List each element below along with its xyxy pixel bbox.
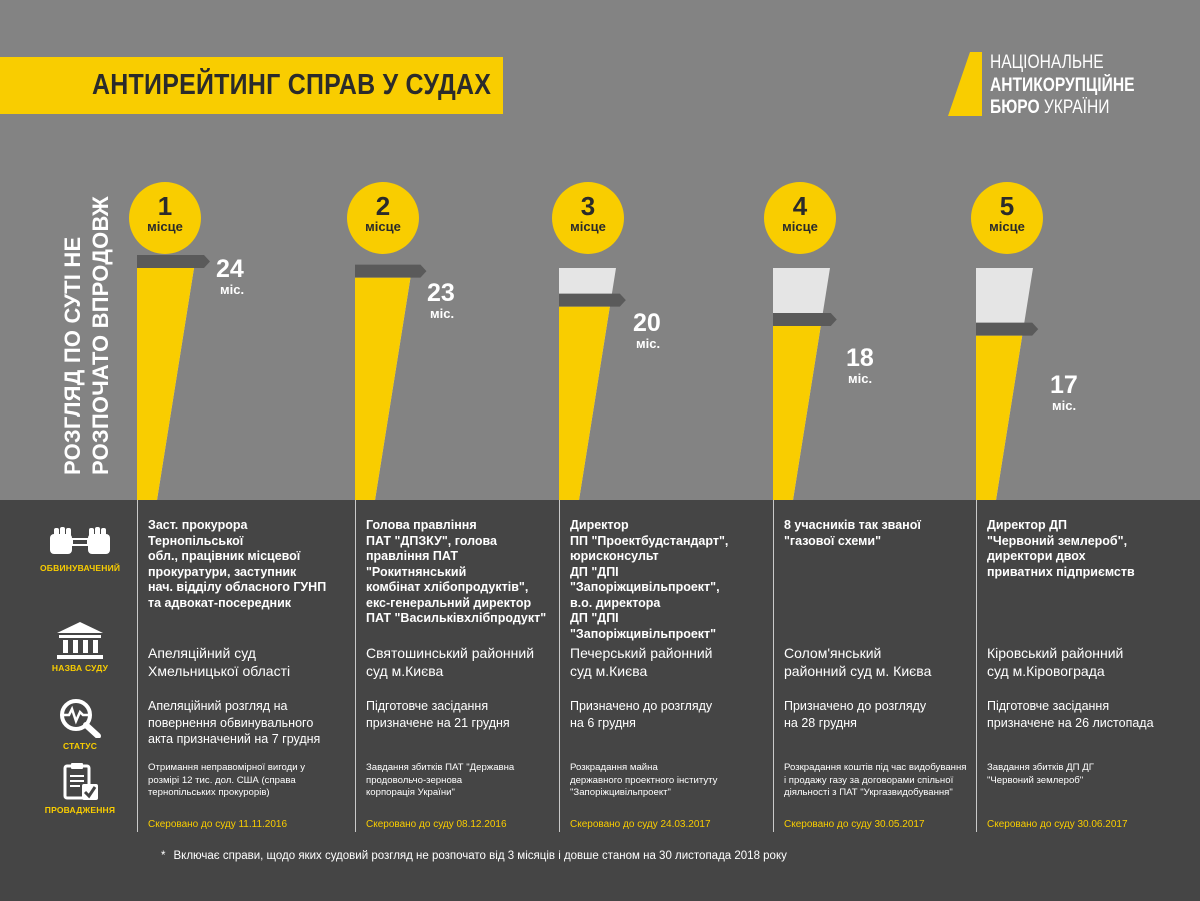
legend-status: СТАТУС [40, 698, 120, 751]
place-word: місце [147, 219, 183, 234]
data-label-2: 23 [427, 279, 455, 307]
sent-to-court-date: Скеровано до суду 08.12.2016 [366, 819, 507, 830]
logo-line-1: НАЦІОНАЛЬНЕ [990, 52, 1104, 73]
logo-line-3-bold: БЮРО [990, 97, 1040, 118]
footnote-text: Включає справи, щодо яких судовий розгля… [173, 850, 787, 862]
case-column-1: Заст. прокурора Тернопільської обл., пра… [137, 500, 326, 832]
legend-court-label: НАЗВА СУДУ [51, 663, 109, 673]
place-badge-5: 5 місце [971, 182, 1043, 254]
details-area [0, 500, 1200, 901]
court-name: Печерський районний суд м.Києва [570, 645, 713, 679]
logo-line-3-rest: УКРАЇНИ [1043, 97, 1110, 118]
title-banner: АНТИРЕЙТИНГ СПРАВ У СУДАХ [0, 57, 503, 114]
data-label-5: 17 [1050, 371, 1078, 399]
case-description: Розкрадання майна державного проектного … [570, 762, 718, 798]
data-label-3: 20 [633, 309, 661, 337]
unit-label-3: міс. [636, 336, 661, 351]
value-marker-3 [559, 293, 626, 307]
value-marker-5 [976, 322, 1039, 336]
unit-label-1: міс. [220, 282, 245, 297]
accused-text: 8 учасників так званої "газової схеми" [784, 518, 921, 548]
bar-5 [976, 335, 1023, 500]
legend-status-label: СТАТУС [62, 741, 98, 751]
court-name: Кіровський районний суд м.Кіровограда [987, 645, 1124, 679]
clipboard-check-icon [63, 763, 98, 800]
bar-3 [559, 306, 610, 500]
case-description: Розкрадання коштів під час видобування і… [784, 762, 967, 798]
page-title: АНТИРЕЙТИНГ СПРАВ У СУДАХ [92, 69, 492, 101]
place-number: 4 [792, 191, 808, 221]
place-badge-1: 1 місце [129, 182, 201, 254]
court-name: Солом'янський районний суд м. Києва [784, 645, 932, 679]
sent-to-court-date: Скеровано до суду 30.05.2017 [784, 819, 925, 830]
court-name: Святошинський районний суд м.Києва [366, 645, 535, 679]
case-column-5: Директор ДП "Червоний землероб", директо… [976, 500, 1154, 832]
bar-1 [137, 268, 194, 500]
logo-line-2: АНТИКОРУПЦІЙНЕ [990, 75, 1135, 96]
case-description: Завдання збитків ДП ДГ "Червоний землеро… [987, 762, 1094, 786]
status-text: Призначено до розгляду на 28 грудня [784, 699, 927, 730]
place-number: 1 [157, 191, 173, 221]
place-number: 5 [999, 191, 1015, 221]
status-text: Призначено до розгляду на 6 грудня [570, 699, 713, 730]
legend-accused: ОБВИНУВАЧЕНИЙ [40, 520, 120, 573]
footnote: * Включає справи, щодо яких судовий розгл… [161, 850, 787, 862]
place-word: місце [989, 219, 1025, 234]
data-label-1: 24 [216, 255, 244, 283]
accused-text: Заст. прокурора Тернопільської обл., пра… [148, 518, 327, 610]
magnifier-pulse-icon [60, 699, 101, 738]
court-name: Апеляційний суд Хмельницької області [148, 645, 291, 679]
case-column-4: 8 учасників так званої "газової схеми" С… [773, 500, 966, 832]
legend-court: НАЗВА СУДУ [40, 620, 120, 673]
sent-to-court-date: Скеровано до суду 30.06.2017 [987, 819, 1128, 830]
place-badge-3: 3 місце [552, 182, 624, 254]
status-text: Підготовче засідання призначене на 21 гр… [366, 699, 510, 730]
status-text: Апеляційний розгляд на повернення обвину… [148, 699, 321, 746]
legend-accused-label: ОБВИНУВАЧЕНИЙ [40, 563, 121, 573]
case-description: Завдання збитків ПАТ "Державна продоволь… [366, 762, 515, 798]
accused-text: Голова правління ПАТ "ДПЗКУ", голова пра… [366, 518, 547, 625]
bar-2 [355, 277, 411, 500]
legend-case: ПРОВАДЖЕННЯ [40, 762, 120, 815]
unit-label-5: міс. [1052, 398, 1077, 413]
bar-4 [773, 326, 821, 500]
case-column-2: Голова правління ПАТ "ДПЗКУ", голова пра… [355, 500, 546, 832]
unit-label-2: міс. [430, 306, 455, 321]
place-badge-2: 2 місце [347, 182, 419, 254]
duration-chart [137, 255, 1039, 500]
status-text: Підготовче засідання призначене на 26 ли… [987, 699, 1154, 730]
legend-case-label: ПРОВАДЖЕННЯ [44, 805, 116, 815]
courthouse-icon [57, 622, 103, 659]
value-marker-1 [137, 255, 210, 268]
case-column-3: Директор ПП "Проектбудстандарт", юрискон… [559, 500, 734, 832]
value-marker-2 [355, 264, 427, 278]
sent-to-court-date: Скеровано до суду 24.03.2017 [570, 819, 711, 830]
case-description: Отримання неправомірної вигоди у розмірі… [148, 762, 306, 798]
sent-to-court-date: Скеровано до суду 11.11.2016 [148, 819, 288, 830]
unit-label-4: міс. [848, 371, 873, 386]
data-label-4: 18 [846, 344, 874, 372]
accused-text: Директор ДП "Червоний землероб", директо… [987, 518, 1135, 579]
place-word: місце [365, 219, 401, 234]
place-badge-4: 4 місце [764, 182, 836, 254]
nabu-logo-mark [948, 52, 982, 116]
place-word: місце [782, 219, 818, 234]
footnote-mark: * [161, 850, 166, 862]
logo-line-3: БЮРО УКРАЇНИ [990, 98, 1109, 118]
value-marker-4 [773, 313, 837, 326]
place-number: 2 [375, 191, 391, 221]
accused-text: Директор ПП "Проектбудстандарт", юрискон… [570, 518, 729, 641]
place-word: місце [570, 219, 606, 234]
handcuffed-fists-icon [50, 527, 110, 554]
place-number: 3 [580, 191, 596, 221]
